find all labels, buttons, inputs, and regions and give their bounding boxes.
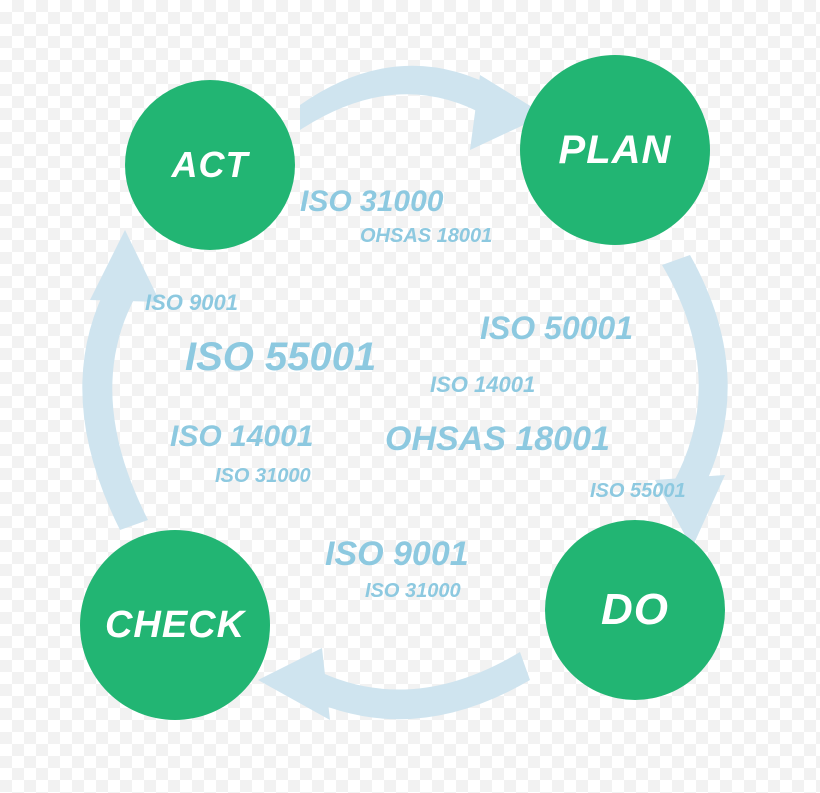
arrow-act-to-plan bbox=[300, 66, 545, 150]
center-label-10: ISO 9001 bbox=[325, 535, 469, 574]
arrow-do-to-check bbox=[258, 648, 530, 720]
center-label-8: ISO 31000 bbox=[215, 465, 311, 488]
node-plan: PLAN bbox=[520, 55, 710, 245]
node-act: ACT bbox=[125, 80, 295, 250]
center-label-9: ISO 55001 bbox=[590, 480, 686, 503]
center-label-4: ISO 55001 bbox=[185, 335, 376, 380]
center-label-5: ISO 14001 bbox=[430, 372, 535, 398]
node-plan-label: PLAN bbox=[559, 128, 672, 173]
node-check-label: CHECK bbox=[105, 604, 245, 647]
arrow-check-to-act bbox=[82, 230, 160, 530]
center-label-2: ISO 9001 bbox=[145, 290, 238, 316]
node-act-label: ACT bbox=[172, 144, 249, 186]
center-label-7: OHSAS 18001 bbox=[385, 420, 610, 459]
diagram-stage: ACT PLAN CHECK DO ISO 31000 OHSAS 18001 IS… bbox=[0, 0, 820, 793]
center-label-1: OHSAS 18001 bbox=[360, 225, 492, 248]
arrow-plan-to-do bbox=[655, 255, 728, 548]
node-check: CHECK bbox=[80, 530, 270, 720]
center-label-3: ISO 50001 bbox=[480, 310, 633, 347]
node-do: DO bbox=[545, 520, 725, 700]
node-do-label: DO bbox=[601, 585, 669, 635]
center-label-6: ISO 14001 bbox=[170, 420, 313, 454]
center-label-11: ISO 31000 bbox=[365, 580, 461, 603]
center-label-0: ISO 31000 bbox=[300, 185, 443, 219]
